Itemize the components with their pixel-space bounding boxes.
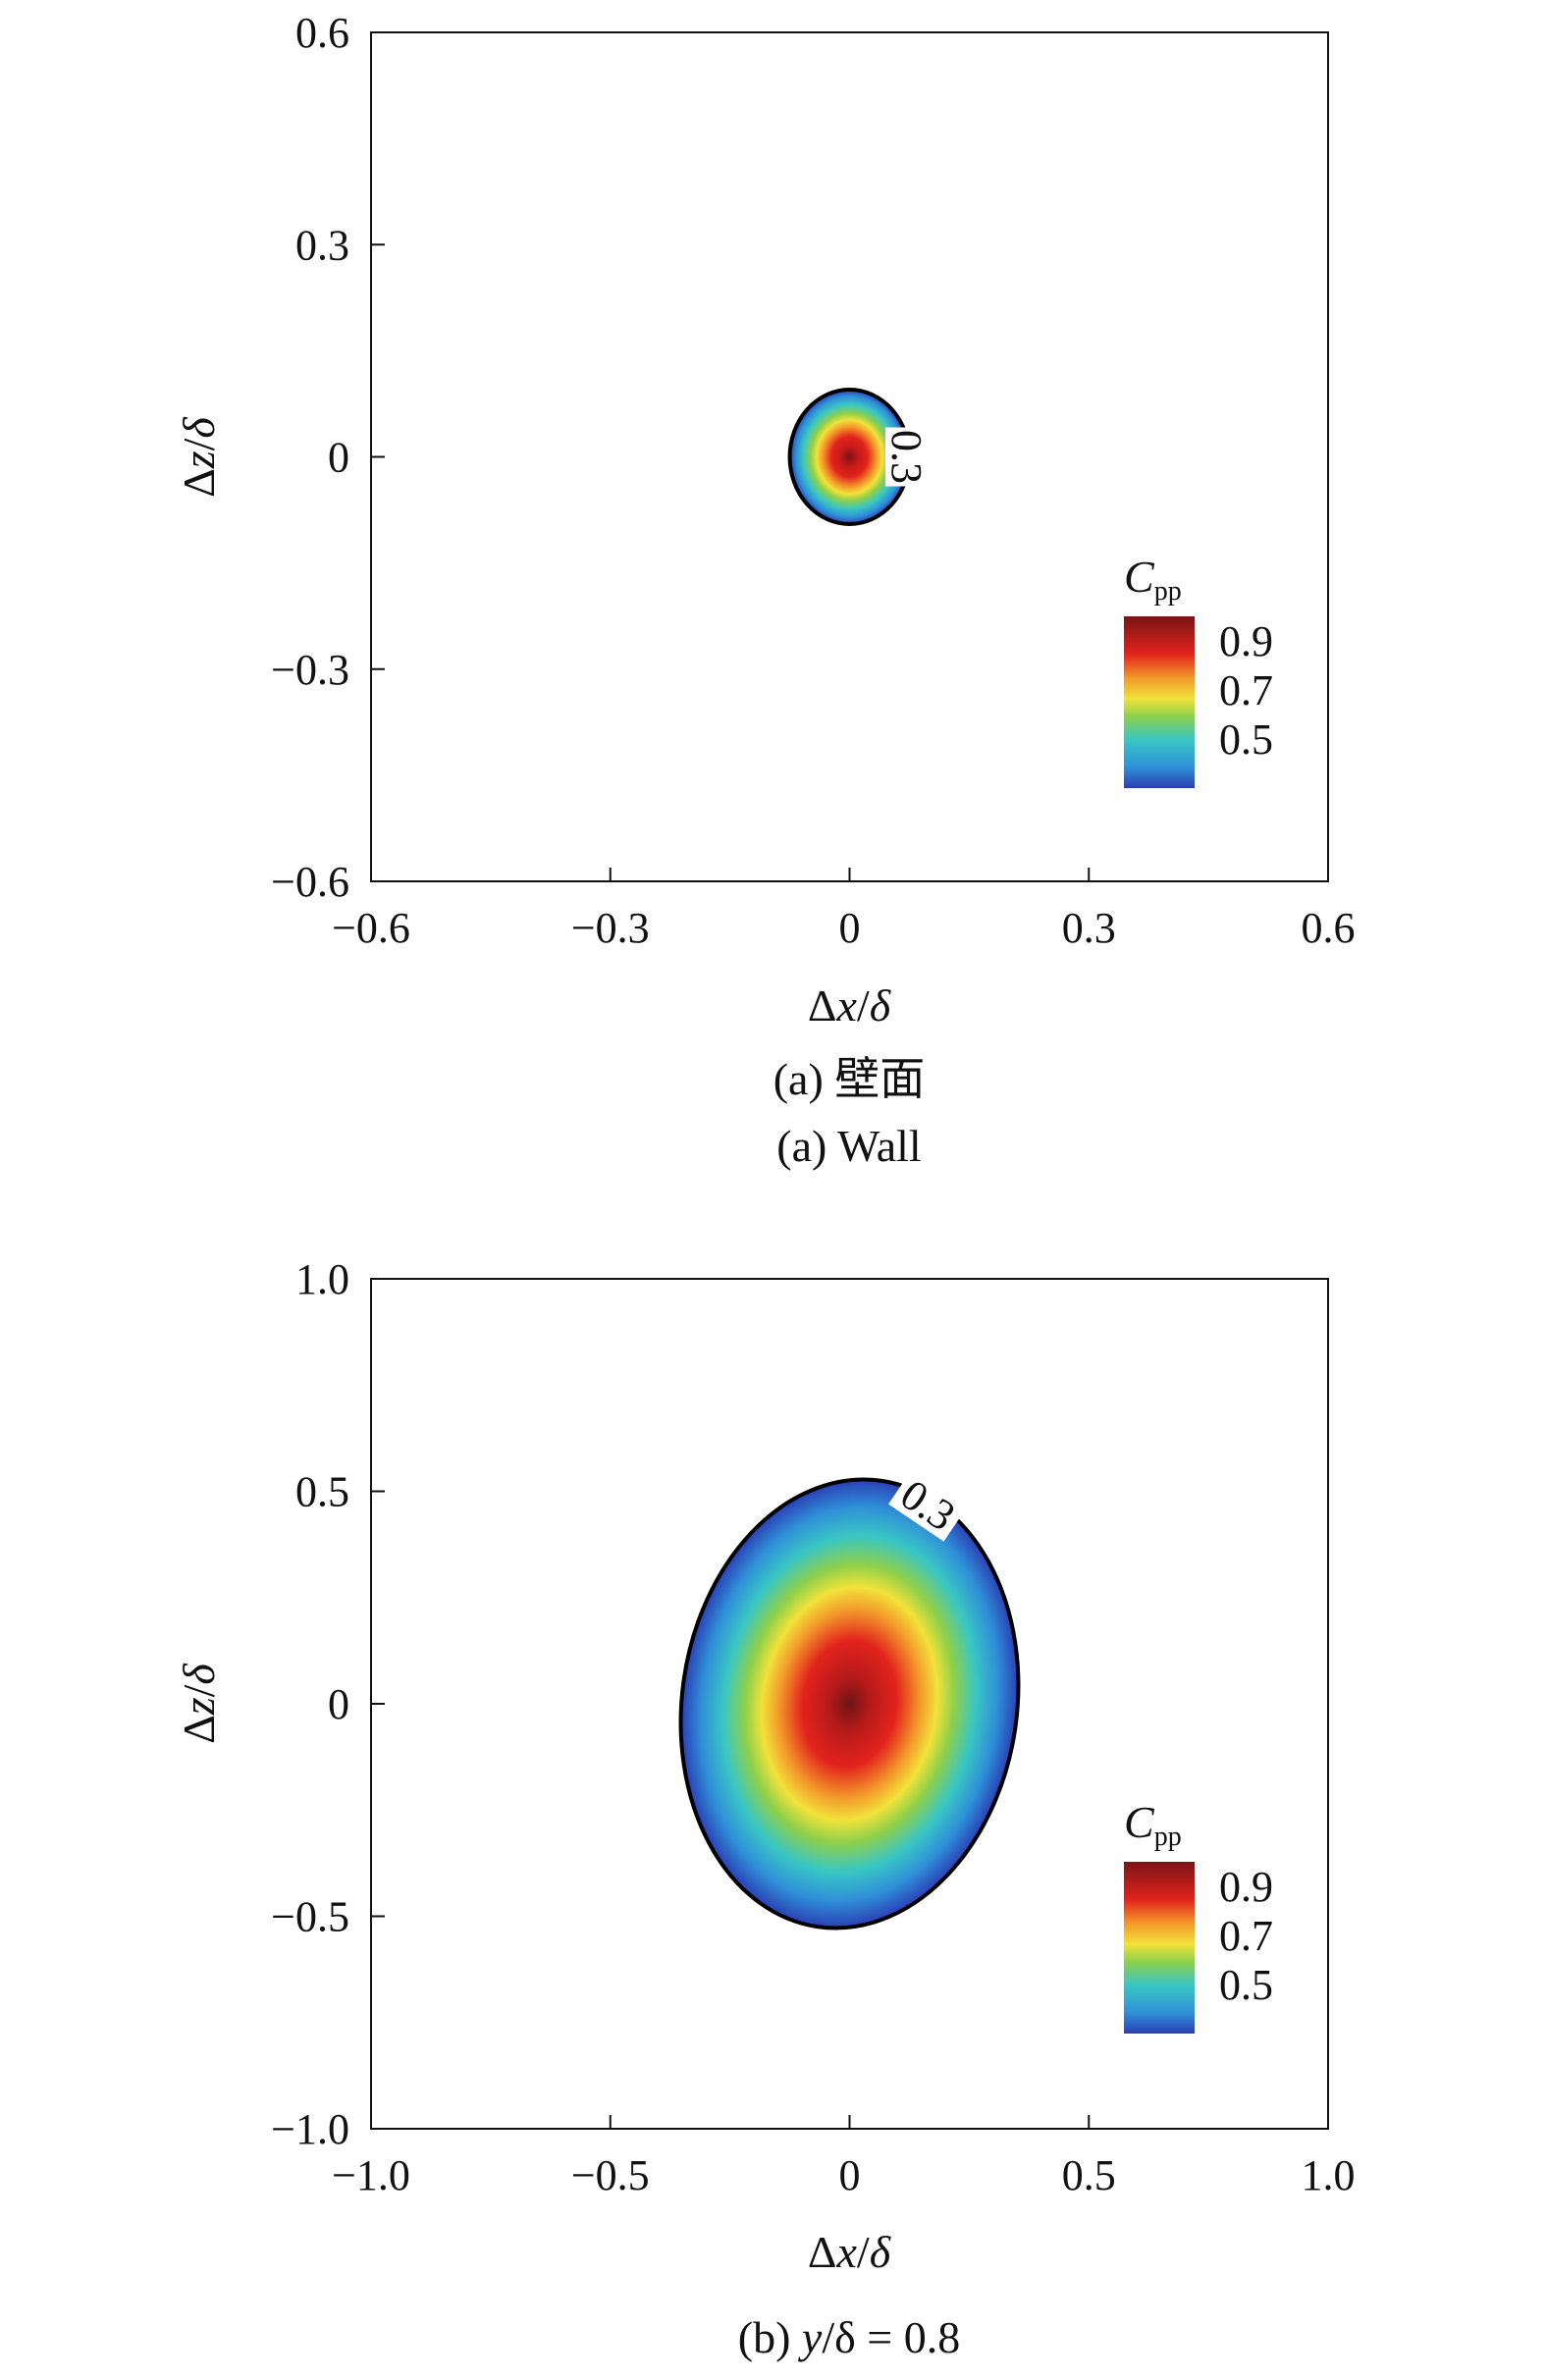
y-tick-label: 0.6 — [295, 9, 349, 57]
x-axis-label-b: Δx/δ — [808, 2227, 891, 2277]
caption-b: (b) y/δ = 0.8 — [738, 2312, 960, 2362]
colorbar-tick-label: 0.9 — [1219, 617, 1273, 665]
y-tick-label: −0.3 — [271, 646, 349, 694]
y-tick-label: −1.0 — [271, 2105, 349, 2153]
colorbar-tick-label: 0.7 — [1219, 1912, 1273, 1960]
colorbar-a-title: Cpp — [1124, 552, 1182, 607]
colorbar-b: Cpp 0.90.70.5 — [1124, 1797, 1273, 2034]
caption-a-en: (a) Wall — [776, 1121, 921, 1171]
heatmap-blob-b: 0.3 — [678, 1468, 1021, 1930]
x-ticks-a: −0.6 −0.3 0 0.3 0.6 — [332, 868, 1356, 952]
contour-line-0.3 — [678, 1477, 1021, 1930]
contour-label-gap — [888, 1468, 969, 1542]
x-tick-label: −0.6 — [332, 904, 410, 952]
correlation-fill — [789, 390, 910, 524]
y-ticks-b: 1.0 0.5 0 −0.5 −1.0 — [271, 1255, 385, 2153]
colorbar-b-ticks: 0.90.70.5 — [1219, 1863, 1273, 2009]
colorbar-tick-label: 0.7 — [1219, 666, 1273, 714]
y-tick-label: −0.6 — [271, 858, 349, 906]
correlation-region — [678, 1477, 1021, 1930]
x-tick-label: 0.6 — [1302, 904, 1356, 952]
correlation-fill — [680, 1479, 1019, 1929]
x-tick-label: −0.5 — [571, 2151, 650, 2199]
contour-label-gap — [885, 427, 929, 487]
colorbar-b-title: Cpp — [1124, 1797, 1182, 1852]
colorbar-a-bar — [1124, 616, 1195, 788]
x-tick-label: 0 — [839, 904, 861, 952]
contour-label: 0.3 — [882, 430, 931, 484]
x-tick-label: 0.5 — [1062, 2151, 1116, 2199]
y-tick-label: 0.3 — [295, 221, 349, 269]
y-tick-label: 0.5 — [295, 1468, 349, 1516]
panel-b-y08: 0.3 −1.0 −0.5 0 0.5 1.0 1.0 0.5 0 −0.5 −1.0 Δx/δ… — [174, 1255, 1356, 2362]
x-tick-label: −1.0 — [332, 2151, 410, 2199]
panel-a-wall: 0.3 −0.6 −0.3 0 0.3 0.6 0.6 0.3 0 −0.3 −0.6 Δx/δ… — [174, 9, 1356, 1171]
x-tick-label: −0.3 — [571, 904, 650, 952]
x-tick-label: 1.0 — [1302, 2151, 1356, 2199]
y-ticks-a: 0.6 0.3 0 −0.3 −0.6 — [271, 9, 385, 906]
y-tick-label: −0.5 — [271, 1893, 349, 1941]
colorbar-b-bar — [1124, 1862, 1195, 2034]
caption-a-cn: (a) 壁面 — [773, 1054, 926, 1104]
colorbar-a-ticks: 0.90.70.5 — [1219, 617, 1273, 764]
x-tick-label: 0 — [839, 2151, 861, 2199]
x-axis-label-a: Δx/δ — [808, 980, 891, 1031]
x-tick-label: 0.3 — [1062, 904, 1116, 952]
colorbar-a: Cpp 0.90.70.5 — [1124, 552, 1273, 788]
colorbar-tick-label: 0.5 — [1219, 1961, 1273, 2009]
y-axis-label-b: Δz/δ — [174, 1664, 224, 1744]
colorbar-tick-label: 0.5 — [1219, 715, 1273, 764]
y-tick-label: 0 — [328, 434, 349, 482]
y-tick-label: 0 — [328, 1680, 349, 1728]
y-tick-label: 1.0 — [295, 1255, 349, 1303]
x-ticks-b: −1.0 −0.5 0 0.5 1.0 — [332, 2115, 1356, 2199]
colorbar-tick-label: 0.9 — [1219, 1863, 1273, 1911]
y-axis-label-a: Δz/δ — [174, 417, 224, 498]
heatmap-blob-a: 0.3 — [787, 388, 931, 526]
